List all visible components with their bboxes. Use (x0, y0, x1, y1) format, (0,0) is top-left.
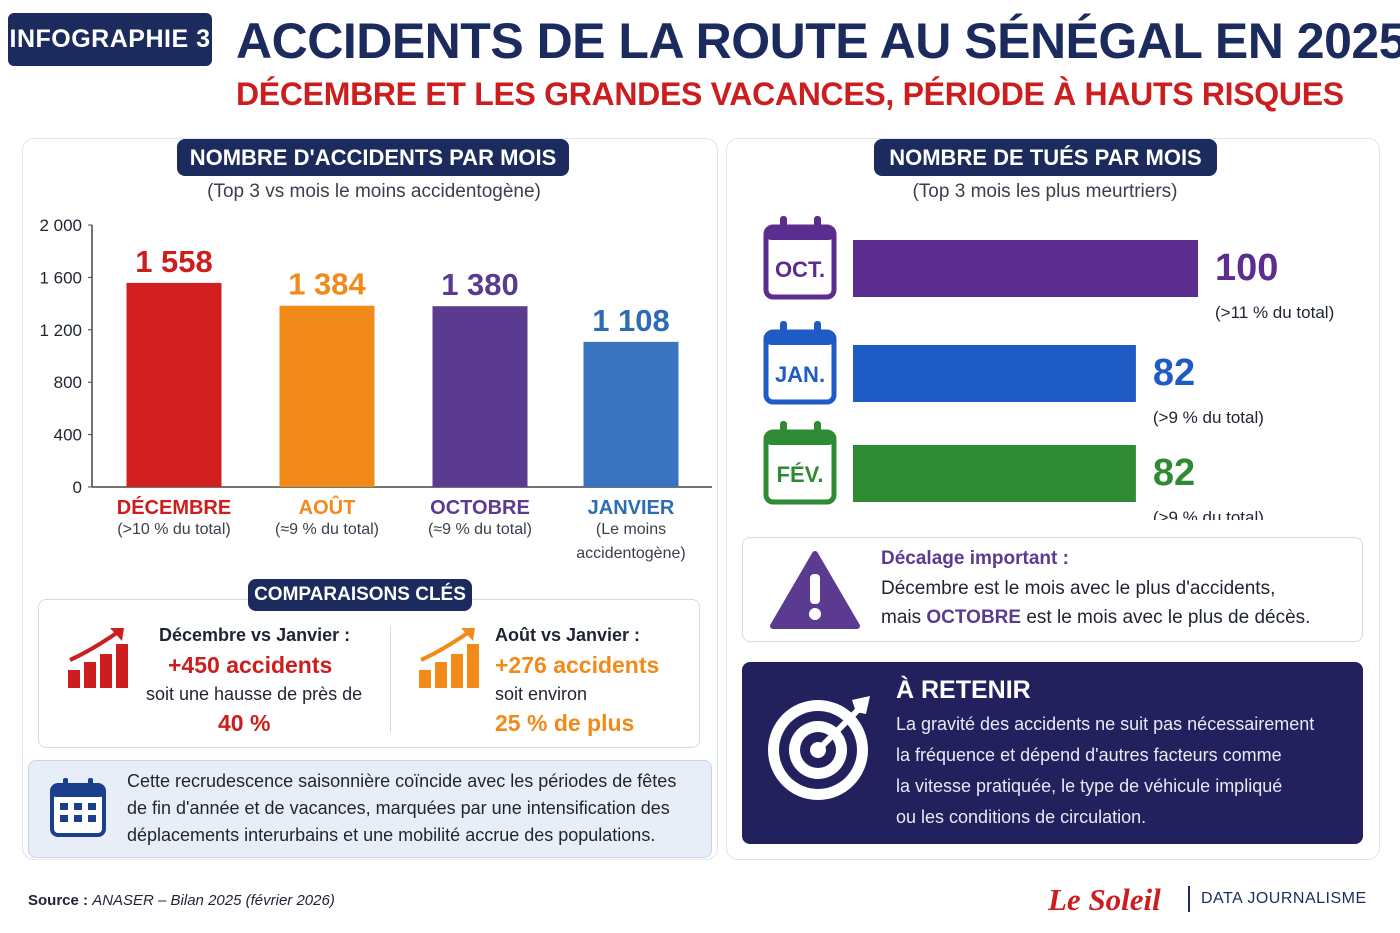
hbar-note: (>9 % du total) (1153, 508, 1264, 520)
bar-note: (≈9 % du total) (275, 521, 379, 538)
target-icon (768, 696, 870, 800)
calendar-icon (763, 421, 837, 505)
calendar-icon (763, 216, 837, 300)
hbar-value-label: 100 (1215, 247, 1278, 289)
bar-note: (>10 % du total) (117, 521, 231, 538)
comparison-1-value: +450 accidents (168, 652, 333, 678)
accidents-bar-chart: 0 400 800 1 200 1 600 2 000 1 558 DÉCEMBRE 1 384… (39, 216, 712, 519)
comparisons-title: COMPARAISONS CLÉS (248, 579, 472, 611)
hbar-note: (>11 % du total) (1215, 303, 1334, 322)
takeaway-title: À RETENIR (896, 676, 1031, 704)
warning-box: Décalage important : Décembre est le moi… (742, 537, 1363, 642)
accidents-chart-subtitle: (Top 3 vs mois le moins accidentogène) (207, 181, 541, 202)
takeaway-line-4: ou les conditions de circulation. (896, 807, 1147, 827)
y-tick-label: 0 (73, 478, 82, 497)
warning-icon (770, 551, 860, 629)
comparison-2-value: +276 accidents (495, 652, 660, 678)
category-label: JANVIER (588, 497, 675, 519)
info-line-1: Cette recrudescence saisonnière coïncide… (127, 771, 677, 791)
warning-title: Décalage important : (881, 548, 1069, 569)
deaths-chart-title: NOMBRE DE TUÉS PAR MOIS (874, 139, 1217, 176)
hbar-value-label: 82 (1153, 452, 1195, 494)
comparison-1-extra: 40 % (218, 710, 271, 736)
y-tick-label: 800 (54, 373, 82, 392)
data-journalism-tagline: DATA JOURNALISME (1201, 890, 1367, 907)
comparison-1-title: Décembre vs Janvier : (159, 625, 351, 645)
accidents-chart-title: NOMBRE D'ACCIDENTS PAR MOIS (177, 139, 569, 176)
comparison-2-text: soit environ (495, 684, 588, 704)
comparison-1-text: soit une hausse de près de (146, 684, 363, 704)
y-tick-label: 1 200 (39, 321, 82, 340)
takeaway-box: À RETENIR La gravité des accidents ne su… (742, 662, 1363, 844)
deaths-bar-chart: OCT. 100 (>11 % du total) JAN. 82 (>9 % du to… (763, 216, 1334, 520)
month-label: OCT. (775, 257, 825, 282)
bar-value-label: 1 384 (288, 267, 366, 302)
page-title: ACCIDENTS DE LA ROUTE AU SÉNÉGAL EN 2025 (236, 13, 1400, 69)
bar-note: (Le moins (595, 521, 667, 538)
bar-note: accidentogène) (576, 545, 686, 562)
bar-value-label: 1 380 (441, 267, 519, 302)
warning-line-2: mais OCTOBRE est le mois avec le plus de… (881, 607, 1311, 628)
month-label: FÉV. (777, 462, 824, 487)
logo-separator (1188, 886, 1190, 912)
growth-chart-icon (419, 628, 479, 688)
category-label: OCTOBRE (430, 497, 530, 519)
y-tick-label: 2 000 (39, 216, 82, 235)
info-box: Cette recrudescence saisonnière coïncide… (28, 760, 712, 858)
calendar-icon (763, 321, 837, 405)
infographic-tag: INFOGRAPHIE 3 (8, 13, 212, 66)
bar-value-label: 1 558 (135, 244, 213, 279)
hbar (853, 240, 1198, 297)
deaths-chart-subtitle: (Top 3 mois les plus meurtriers) (912, 181, 1178, 202)
month-label: JAN. (775, 362, 825, 387)
y-tick-label: 1 600 (39, 268, 82, 287)
category-label: AOÛT (299, 495, 356, 519)
page-subtitle: DÉCEMBRE ET LES GRANDES VACANCES, PÉRIOD… (236, 76, 1344, 112)
comparison-2-title: Août vs Janvier : (495, 625, 641, 645)
bar (126, 282, 222, 487)
growth-chart-icon (68, 628, 128, 688)
comparisons-box (38, 599, 700, 748)
hbar (853, 445, 1136, 502)
takeaway-line-3: la vitesse pratiquée, le type de véhicul… (896, 776, 1283, 796)
category-label: DÉCEMBRE (117, 496, 231, 519)
info-line-3: déplacements interurbains et une mobilit… (127, 825, 656, 845)
hbar-note: (>9 % du total) (1153, 408, 1264, 427)
takeaway-line-1: La gravité des accidents ne suit pas néc… (896, 714, 1315, 734)
info-line-2: de fin d'année et de vacances, marquées … (127, 798, 670, 818)
takeaway-line-2: la fréquence et dépend d'autres facteurs… (896, 745, 1282, 765)
source-line: Source : ANASER – Bilan 2025 (février 20… (28, 892, 335, 909)
le-soleil-logo: Le Soleil (1048, 882, 1161, 917)
y-tick-label: 400 (54, 426, 82, 445)
warning-line-1: Décembre est le mois avec le plus d'acci… (881, 578, 1276, 599)
warning-highlight: OCTOBRE (926, 607, 1022, 628)
bar (279, 305, 375, 487)
bar-note: (≈9 % du total) (428, 521, 532, 538)
hbar-value-label: 82 (1153, 352, 1195, 394)
bar-value-label: 1 108 (592, 303, 670, 338)
bar (432, 306, 528, 487)
hbar (853, 345, 1136, 402)
calendar-icon (50, 778, 106, 837)
comparisons-divider (390, 626, 391, 732)
bar (583, 341, 679, 487)
comparison-2-extra: 25 % de plus (495, 710, 635, 736)
